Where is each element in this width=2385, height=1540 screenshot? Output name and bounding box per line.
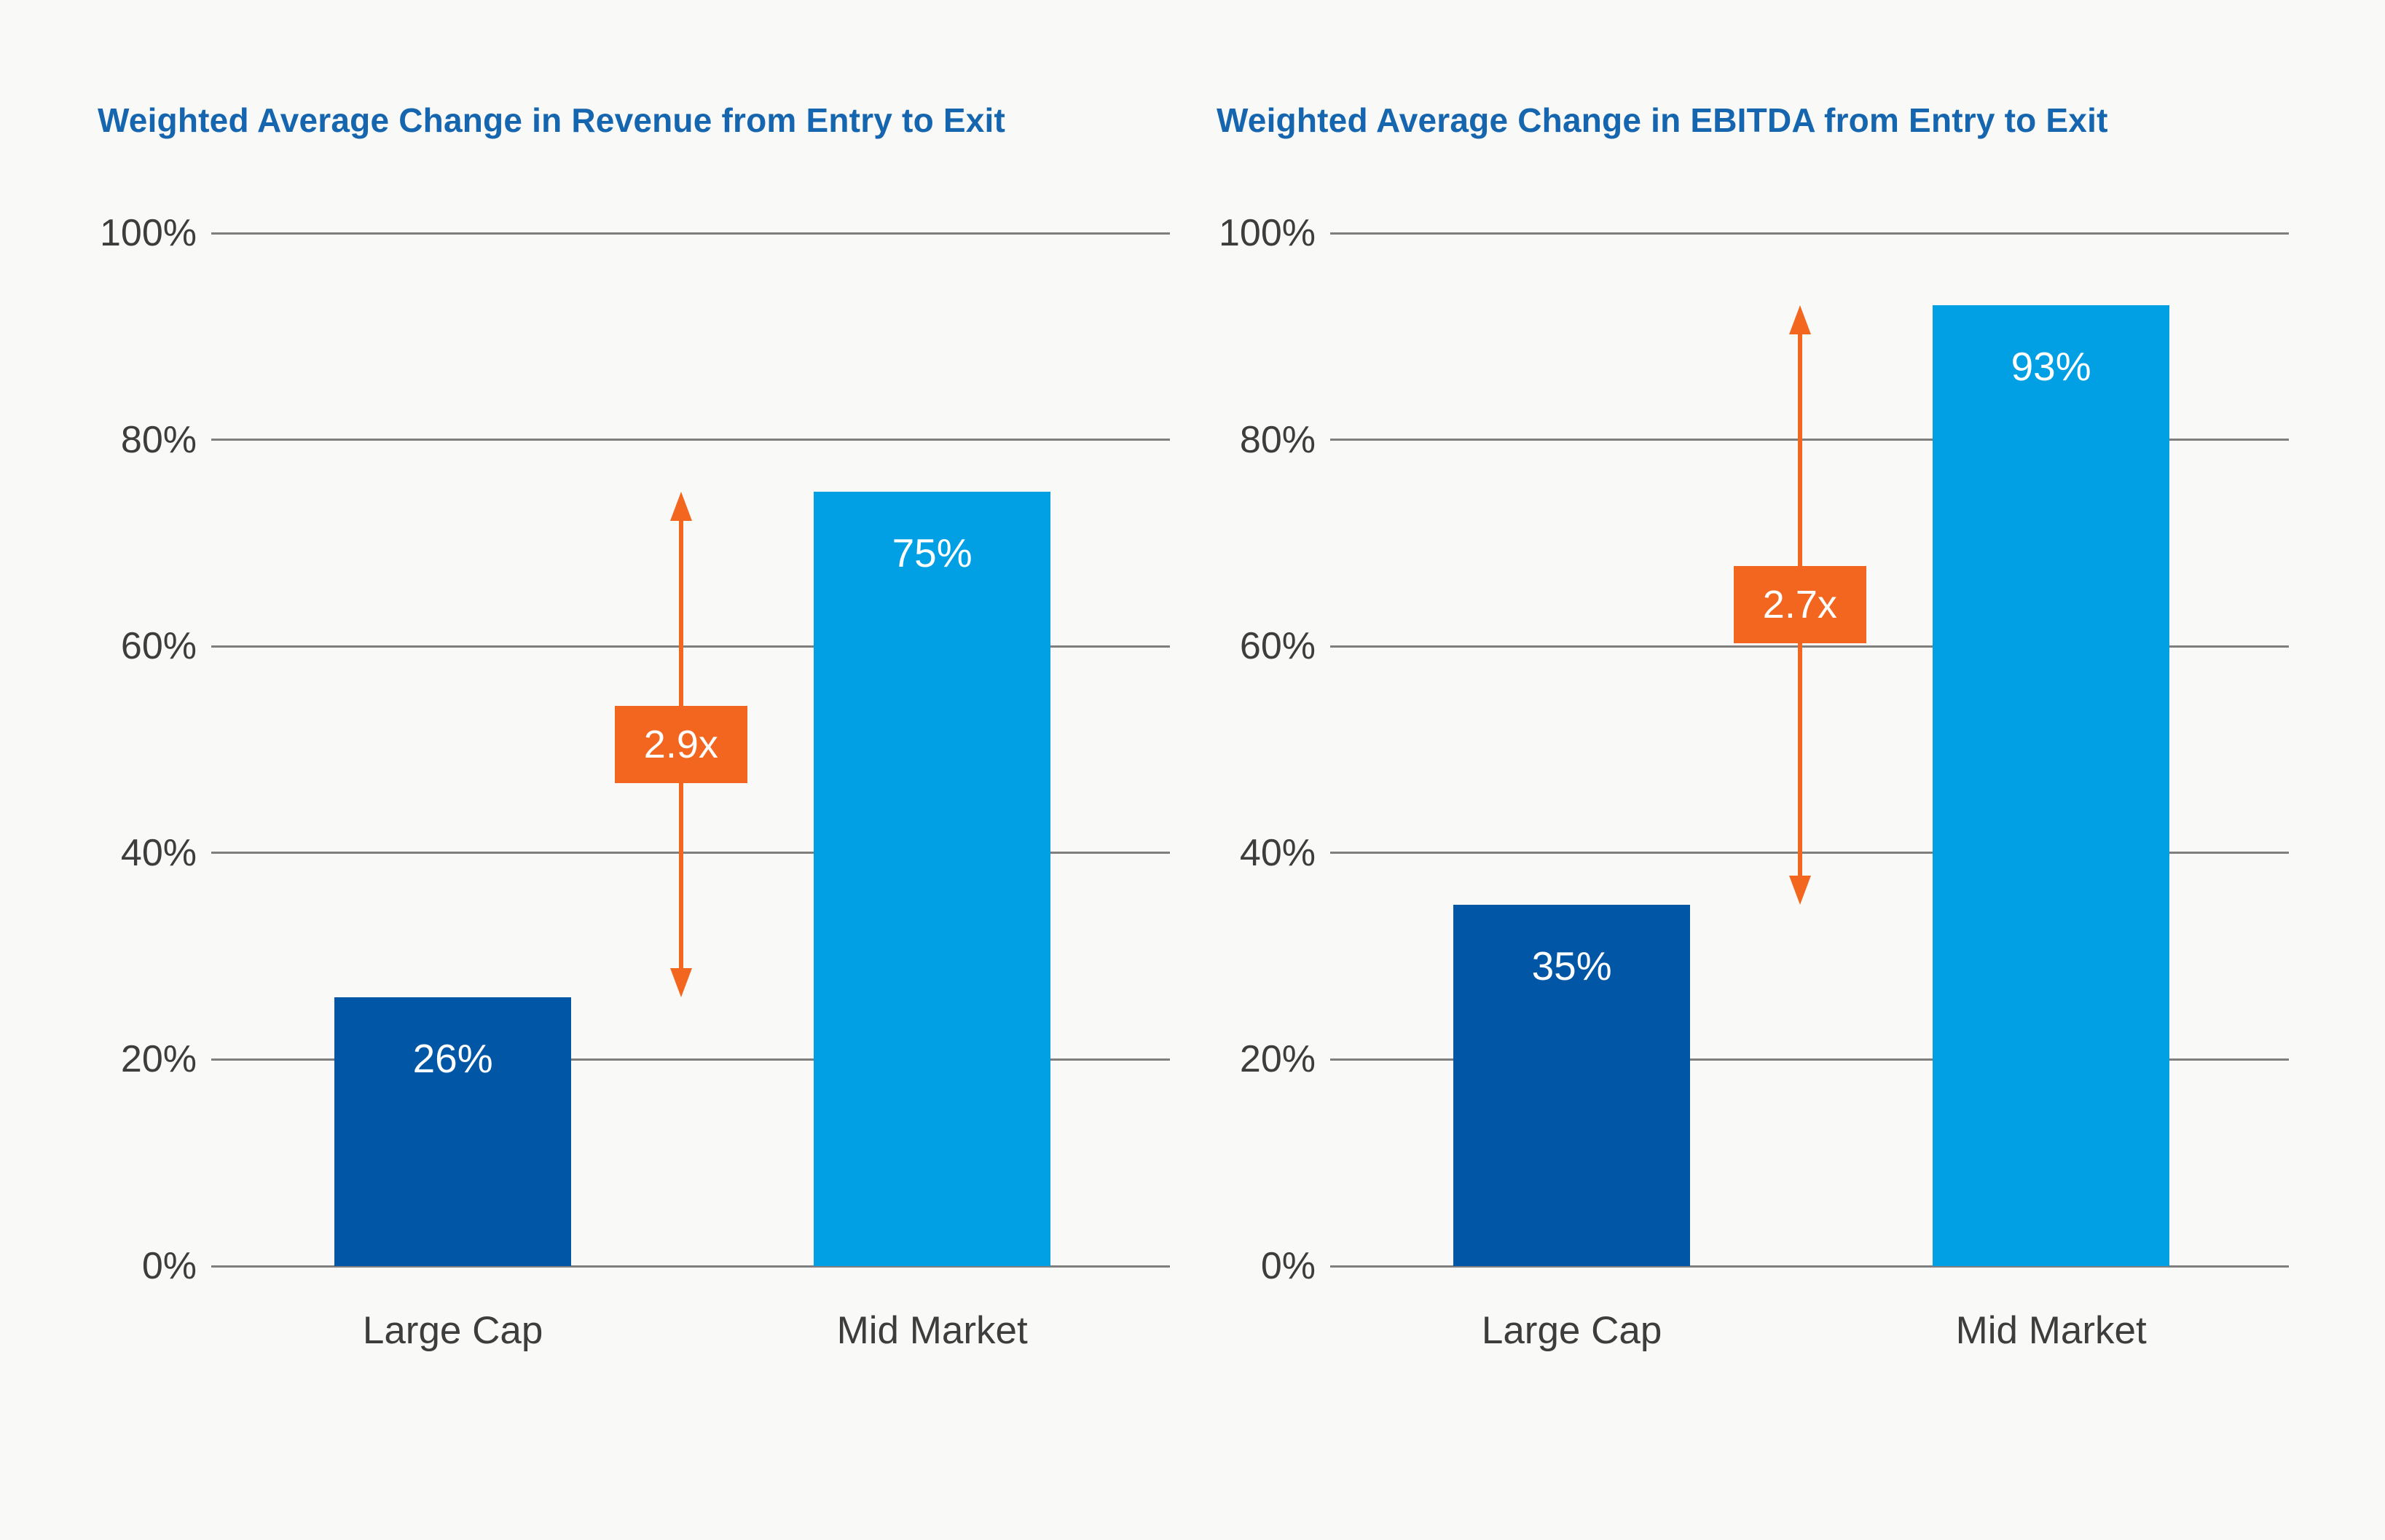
- bar-value-label: 35%: [1531, 943, 1612, 989]
- bar-mid-market: 75%: [814, 491, 1051, 1266]
- bar-large-cap: 26%: [334, 997, 572, 1266]
- x-axis-category-label: Mid Market: [1955, 1309, 2147, 1352]
- bar-mid-market: 93%: [1933, 305, 2170, 1266]
- y-axis-tick-label-20: 20%: [1239, 1038, 1316, 1081]
- gridline-0: [1330, 1265, 2289, 1268]
- gridline-20: [1330, 1058, 2289, 1061]
- arrow-down-head-icon: [1788, 875, 1811, 905]
- gridline-20: [211, 1058, 1170, 1061]
- gridline-80: [1330, 439, 2289, 441]
- gridline-80: [211, 439, 1170, 441]
- y-axis-tick-label-80: 80%: [120, 418, 197, 461]
- y-axis-tick-label-40: 40%: [120, 831, 197, 874]
- multiplier-label-box: 2.9x: [614, 705, 747, 783]
- x-axis-category-label: Large Cap: [1481, 1309, 1662, 1352]
- bar-large-cap: 35%: [1453, 904, 1691, 1266]
- multiplier-label-box: 2.7x: [1733, 566, 1866, 644]
- bar-value-label: 75%: [892, 530, 973, 575]
- bar-value-label: 26%: [412, 1036, 493, 1082]
- y-axis-tick-label-0: 0%: [141, 1245, 197, 1287]
- x-axis-category-label: Mid Market: [836, 1309, 1028, 1352]
- chart-title-revenue: Weighted Average Change in Revenue from …: [98, 101, 1006, 139]
- y-axis-tick-label-60: 60%: [120, 625, 197, 668]
- x-axis-category-label: Large Cap: [362, 1309, 543, 1352]
- gridline-40: [1330, 852, 2289, 855]
- y-axis-tick-label-40: 40%: [1239, 831, 1316, 874]
- bar-value-label: 93%: [2011, 344, 2091, 390]
- arrow-up-head-icon: [669, 491, 692, 521]
- gridline-100: [1330, 232, 2289, 235]
- gridline-40: [211, 852, 1170, 855]
- gridline-60: [1330, 645, 2289, 648]
- y-axis-tick-label-100: 100%: [1219, 212, 1316, 254]
- y-axis-tick-label-80: 80%: [1239, 418, 1316, 461]
- y-axis-tick-label-60: 60%: [1239, 625, 1316, 668]
- gridline-0: [211, 1265, 1170, 1268]
- gridline-60: [211, 645, 1170, 648]
- y-axis-tick-label-0: 0%: [1260, 1245, 1316, 1287]
- gridline-100: [211, 232, 1170, 235]
- y-axis-tick-label-20: 20%: [120, 1038, 197, 1081]
- chart-title-ebitda: Weighted Average Change in EBITDA from E…: [1217, 101, 2108, 139]
- y-axis-tick-label-100: 100%: [100, 212, 197, 254]
- arrow-down-head-icon: [669, 968, 692, 998]
- arrow-up-head-icon: [1788, 305, 1811, 335]
